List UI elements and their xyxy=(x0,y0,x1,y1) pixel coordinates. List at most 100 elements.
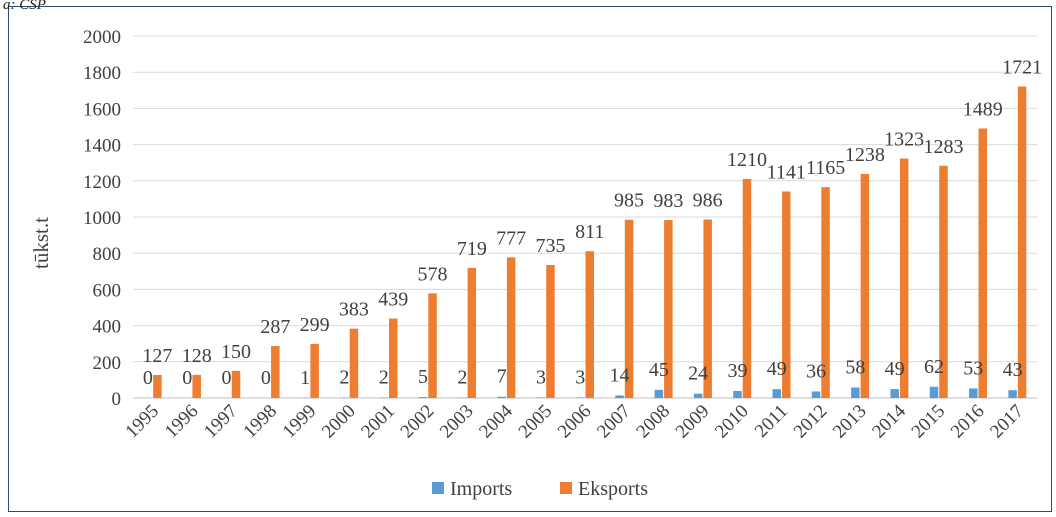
bar-imports xyxy=(536,397,546,398)
bar-eksports xyxy=(821,187,830,398)
data-label-imports: 14 xyxy=(610,364,630,386)
y-tick-label: 1400 xyxy=(83,136,121,157)
x-tick-label: 2005 xyxy=(515,401,557,443)
data-label-eksports: 150 xyxy=(221,341,251,363)
data-label-eksports: 719 xyxy=(457,238,487,260)
source-note: a: CSP xyxy=(3,0,46,13)
y-tick-label: 0 xyxy=(112,389,122,410)
gridlines xyxy=(133,35,1037,399)
bar-imports xyxy=(693,393,703,398)
data-labels: 0127012801500287129923832439557827197777… xyxy=(142,56,1042,389)
bar-eksports xyxy=(192,374,201,398)
bar-eksports xyxy=(467,267,477,398)
bar-imports xyxy=(497,396,506,398)
bar-eksports xyxy=(978,128,988,398)
data-label-eksports: 128 xyxy=(182,345,212,367)
data-label-eksports: 1489 xyxy=(963,98,1003,120)
data-label-imports: 0 xyxy=(222,367,232,389)
bar-eksports xyxy=(939,165,948,398)
x-tick-label: 2013 xyxy=(829,401,871,443)
bar-eksports xyxy=(428,293,437,398)
x-tick-label: 2004 xyxy=(475,400,517,442)
x-tick-label: 1995 xyxy=(121,401,163,443)
legend-label-eksports: Eksports xyxy=(578,478,648,500)
data-label-imports: 2 xyxy=(457,367,467,389)
x-tick-label: 2003 xyxy=(436,401,478,443)
bar-imports xyxy=(654,389,664,398)
bar-eksports xyxy=(742,178,752,398)
bar-imports xyxy=(890,389,899,398)
bar-eksports xyxy=(388,318,398,398)
data-label-eksports: 985 xyxy=(614,190,644,212)
bar-imports xyxy=(615,395,624,398)
x-tick-label: 2001 xyxy=(357,401,399,443)
data-label-imports: 2 xyxy=(339,367,349,389)
data-label-imports: 49 xyxy=(885,358,905,380)
data-label-imports: 43 xyxy=(1003,359,1023,381)
data-label-imports: 39 xyxy=(727,360,747,382)
y-tick-label: 800 xyxy=(93,244,122,265)
x-tick-label: 2016 xyxy=(947,401,989,443)
data-label-imports: 0 xyxy=(143,367,153,389)
y-tick-label: 600 xyxy=(93,280,122,301)
data-label-imports: 7 xyxy=(497,366,507,388)
y-tick-label: 1600 xyxy=(83,99,121,120)
x-tick-label: 1996 xyxy=(161,401,203,443)
data-label-eksports: 127 xyxy=(142,345,172,367)
data-label-eksports: 986 xyxy=(693,190,723,212)
y-tick-label: 2000 xyxy=(83,27,121,48)
legend-label-imports: Imports xyxy=(450,478,512,500)
bar-imports xyxy=(733,390,742,398)
x-axis-ticks: 1995199619971998199920002001200220032004… xyxy=(121,400,1027,442)
x-tick-label: 2008 xyxy=(632,401,674,443)
bar-imports xyxy=(772,389,782,398)
bar-imports xyxy=(1008,390,1017,398)
data-label-imports: 62 xyxy=(924,356,944,378)
data-label-imports: 3 xyxy=(575,366,585,388)
x-tick-label: 2002 xyxy=(397,401,439,443)
data-label-imports: 0 xyxy=(261,367,271,389)
bar-eksports xyxy=(271,346,280,398)
data-label-eksports: 383 xyxy=(339,299,369,321)
bar-eksports xyxy=(703,219,712,398)
bars xyxy=(153,86,1027,399)
x-tick-label: 1997 xyxy=(200,401,242,443)
data-label-imports: 1 xyxy=(300,367,310,389)
data-label-imports: 2 xyxy=(379,367,389,389)
bar-eksports xyxy=(1017,86,1027,399)
bar-eksports xyxy=(585,251,594,398)
x-tick-label: 1999 xyxy=(279,401,321,443)
y-axis-title: tūkst.t xyxy=(29,217,53,269)
bar-imports xyxy=(811,391,821,398)
bar-eksports xyxy=(546,264,555,398)
bar-eksports xyxy=(310,343,319,398)
data-label-eksports: 578 xyxy=(418,263,448,285)
bar-imports xyxy=(418,397,428,398)
data-label-imports: 49 xyxy=(767,358,787,380)
data-label-eksports: 1721 xyxy=(1002,56,1042,78)
x-tick-label: 2015 xyxy=(908,401,950,443)
x-tick-label: 2017 xyxy=(986,401,1028,443)
data-label-imports: 45 xyxy=(649,359,669,381)
data-label-imports: 5 xyxy=(418,366,428,388)
bar-eksports xyxy=(782,191,791,398)
data-label-eksports: 1283 xyxy=(923,136,963,158)
data-label-imports: 3 xyxy=(536,366,546,388)
bar-eksports xyxy=(349,328,359,398)
data-label-imports: 24 xyxy=(688,363,708,385)
x-tick-label: 1998 xyxy=(239,401,281,443)
data-label-eksports: 287 xyxy=(260,316,290,338)
data-label-eksports: 1141 xyxy=(767,161,806,183)
bar-imports xyxy=(851,387,860,398)
y-tick-label: 200 xyxy=(93,353,122,374)
y-tick-label: 400 xyxy=(93,317,122,338)
data-label-imports: 58 xyxy=(845,357,865,379)
chart-frame: a: CSP xyxy=(3,0,1052,512)
x-tick-label: 2010 xyxy=(711,401,753,443)
bar-eksports xyxy=(860,173,870,398)
x-tick-label: 2000 xyxy=(318,401,360,443)
data-label-eksports: 1238 xyxy=(845,144,885,166)
x-tick-label: 2011 xyxy=(751,401,792,442)
data-label-eksports: 735 xyxy=(535,235,565,257)
y-tick-label: 1000 xyxy=(83,208,121,229)
